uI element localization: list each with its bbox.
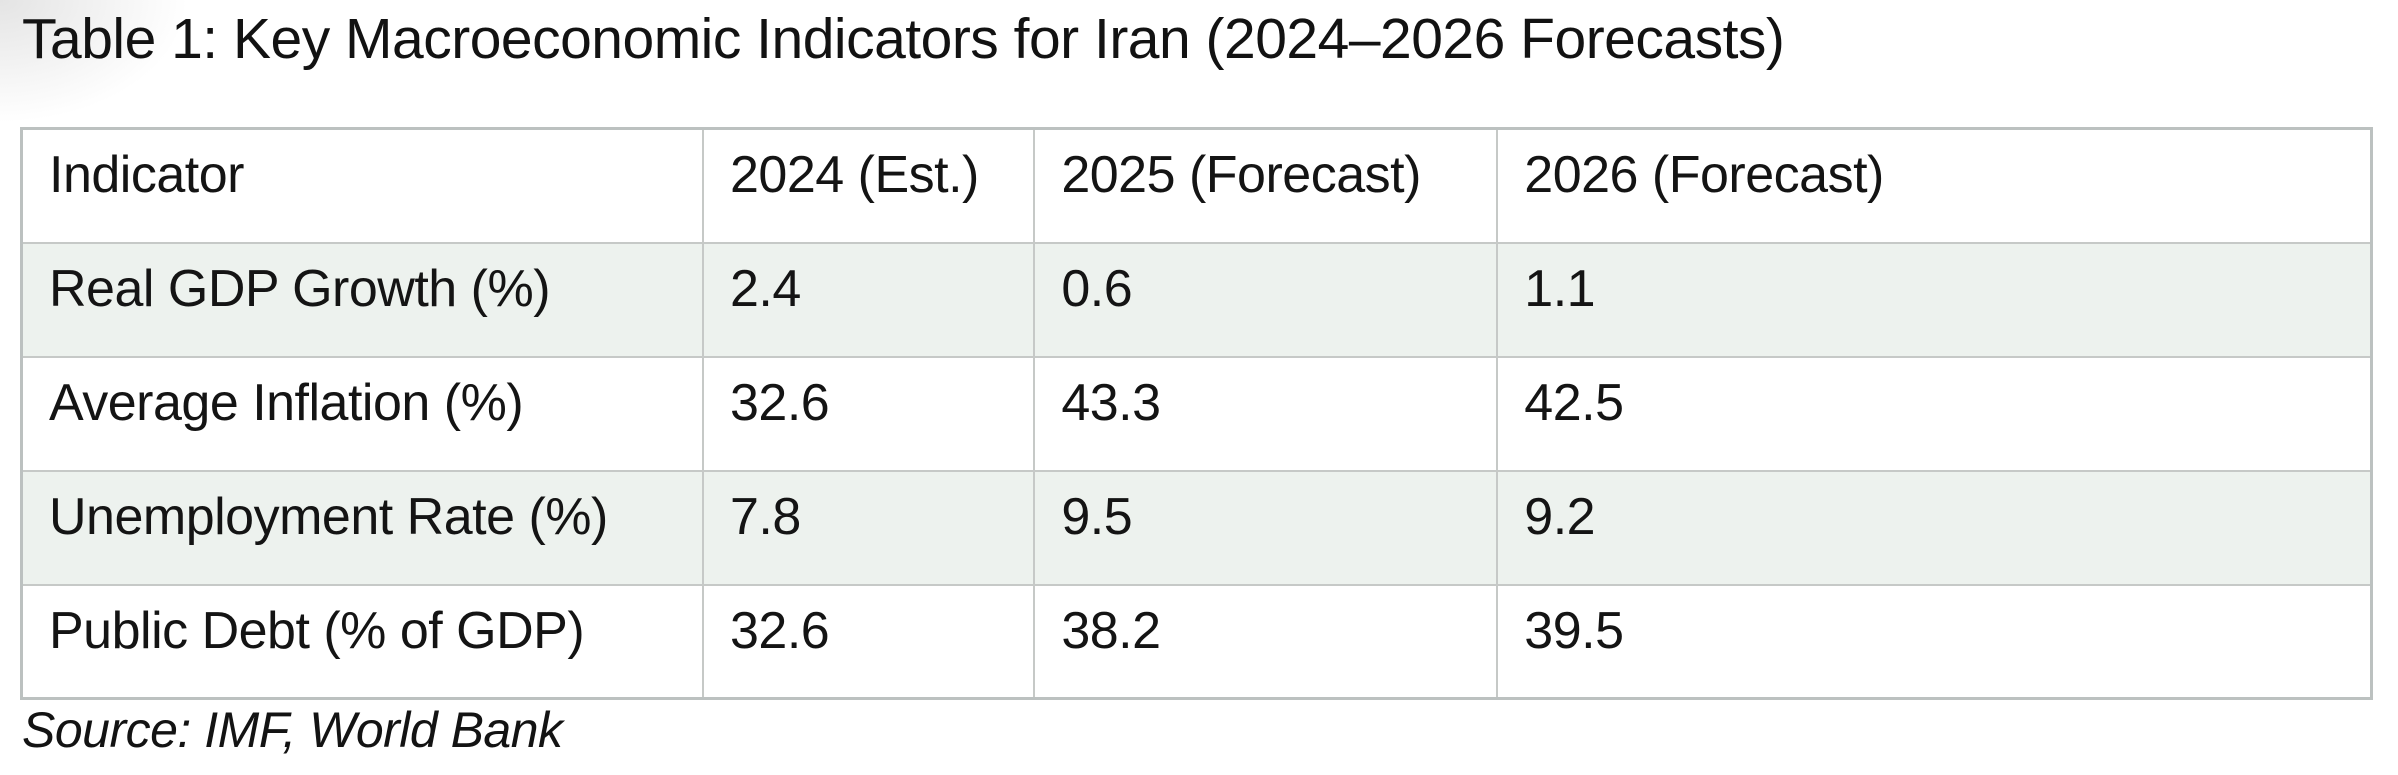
indicator-cell: Average Inflation (%) [20,355,704,472]
table-caption: Table 1: Key Macroeconomic Indicators fo… [22,7,1785,71]
table-row: Unemployment Rate (%) 7.8 9.5 9.2 [20,469,2373,586]
value-cell: 32.6 [701,583,1036,700]
value-cell: 32.6 [701,355,1036,472]
value-cell: 2.4 [701,241,1036,358]
value-cell: 38.2 [1033,583,1499,700]
value-cell: 7.8 [701,469,1036,586]
table-row: Public Debt (% of GDP) 32.6 38.2 39.5 [20,583,2373,700]
column-header-0: Indicator [20,127,704,244]
macro-indicators-table: Indicator 2024 (Est.) 2025 (Forecast) 2026 … [20,127,2373,700]
table-row: Average Inflation (%) 32.6 43.3 42.5 [20,355,2373,472]
column-header-3: 2026 (Forecast) [1496,127,2373,244]
header-row: Indicator 2024 (Est.) 2025 (Forecast) 2026 … [20,127,2373,244]
column-header-1: 2024 (Est.) [701,127,1036,244]
value-cell: 9.2 [1496,469,2373,586]
value-cell: 1.1 [1496,241,2373,358]
column-header-2: 2025 (Forecast) [1033,127,1499,244]
value-cell: 0.6 [1033,241,1499,358]
indicator-cell: Public Debt (% of GDP) [20,583,704,700]
value-cell: 42.5 [1496,355,2373,472]
source-note: Source: IMF, World Bank [22,702,563,758]
value-cell: 43.3 [1033,355,1499,472]
table-body: Real GDP Growth (%) 2.4 0.6 1.1 Average Infl… [20,241,2373,700]
table-row: Real GDP Growth (%) 2.4 0.6 1.1 [20,241,2373,358]
value-cell: 9.5 [1033,469,1499,586]
indicator-cell: Unemployment Rate (%) [20,469,704,586]
indicator-cell: Real GDP Growth (%) [20,241,704,358]
value-cell: 39.5 [1496,583,2373,700]
